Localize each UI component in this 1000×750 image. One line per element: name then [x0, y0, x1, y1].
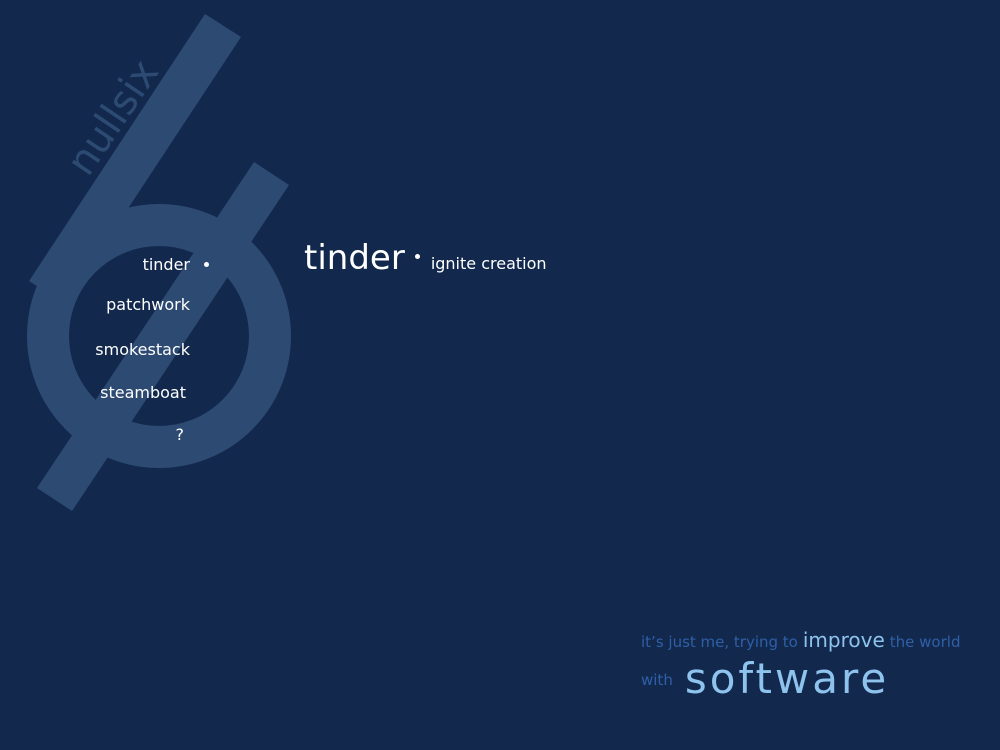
active-nav-dot [204, 262, 209, 267]
motto-emphasis-improve: improve [802, 628, 885, 652]
motto-part-3: with [641, 671, 673, 689]
nullsix-logo-icon: nullsix [27, 14, 291, 511]
project-tagline: ignite creation [430, 254, 547, 273]
nav-item-help[interactable]: ? [175, 425, 185, 444]
headline-separator-dot [414, 254, 420, 259]
nav-item-patchwork[interactable]: patchwork [106, 295, 190, 314]
motto: it’s just me, trying to improve the worl… [641, 628, 981, 703]
project-headline: tinder ignite creation [304, 238, 547, 278]
nav-item-tinder[interactable]: tinder [142, 255, 190, 274]
project-title: tinder [304, 238, 405, 278]
logo-ring-shape [27, 204, 291, 468]
motto-part-1: it’s just me, trying to [641, 633, 798, 651]
nav-item-steamboat[interactable]: steamboat [100, 383, 186, 402]
nav-item-smokestack[interactable]: smokestack [95, 340, 190, 359]
motto-line-1: it’s just me, trying to improve the worl… [641, 628, 981, 652]
motto-line-2: with software [641, 646, 981, 703]
logo-slash-shape [37, 162, 289, 511]
motto-part-2: the world [889, 633, 961, 651]
motto-emphasis-software: software [684, 654, 890, 703]
